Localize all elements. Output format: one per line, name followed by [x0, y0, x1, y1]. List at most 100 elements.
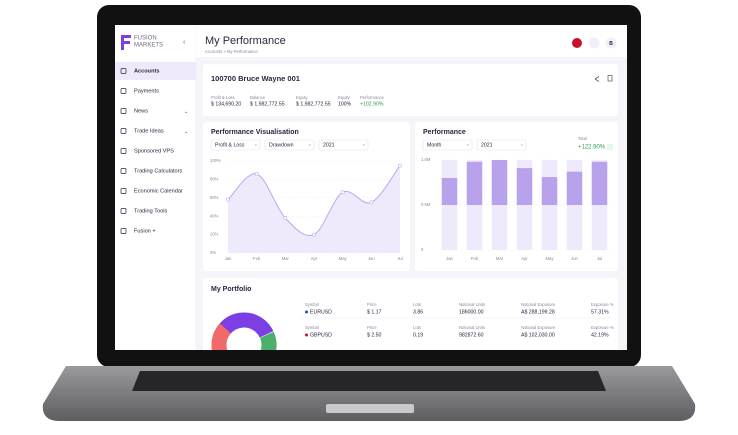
dropdown-chevron: ⌄	[254, 142, 258, 147]
x-tick-label: May	[546, 256, 555, 261]
cell: $ 2.50	[367, 332, 382, 338]
stat-value: +102.90%	[360, 101, 384, 107]
column-header: Price	[367, 302, 377, 307]
menu-chevron: ⌄	[184, 109, 188, 115]
language-flag[interactable]	[572, 38, 582, 48]
account-name: 100700 Bruce Wayne 001	[211, 74, 300, 83]
menu-item[interactable]: Trade Ideas	[134, 128, 164, 134]
menu-icon	[120, 148, 127, 154]
menu-icon	[120, 228, 127, 234]
collapse-icon[interactable]: ‹	[183, 39, 186, 46]
x-tick-label: Feb	[253, 256, 261, 261]
cell: A$ 102,030.00	[521, 332, 555, 338]
dropdown[interactable]	[210, 139, 261, 151]
y-tick-label: 0.5M	[421, 202, 431, 207]
stat-label: Profit & Loss	[211, 95, 235, 100]
y-tick-label: 60%	[210, 195, 219, 200]
x-tick-label: Jan	[446, 256, 453, 261]
x-tick-label: Jun	[368, 256, 375, 261]
dropdown[interactable]	[264, 139, 315, 151]
menu-icon	[120, 208, 127, 214]
bar	[516, 168, 533, 205]
cell: 0.19	[413, 332, 423, 338]
cell: GBPUSD	[310, 332, 332, 338]
menu-icon	[120, 68, 127, 74]
y-tick-label: 0%	[210, 250, 216, 255]
card-title: Performance	[423, 129, 466, 136]
point	[226, 197, 230, 202]
point	[312, 232, 316, 237]
x-tick-label: Apr	[311, 256, 318, 261]
menu-item[interactable]: Trading Tools	[134, 208, 167, 214]
stat-label: Performance	[360, 95, 385, 100]
dropdown[interactable]	[422, 139, 473, 151]
column-header: Notional Units	[459, 325, 485, 330]
symbol-flag	[305, 310, 308, 314]
column-header: Lots	[413, 302, 421, 307]
bar	[541, 177, 558, 205]
bar	[466, 161, 483, 205]
x-tick-label: Mar	[496, 256, 504, 261]
stat-value: $ 134,690.20	[211, 101, 241, 107]
x-tick-label: Feb	[471, 256, 479, 261]
y-tick-label: 1.0M	[421, 157, 431, 162]
column-header: Price	[367, 325, 377, 330]
column-header: Symbol	[305, 302, 319, 307]
cell: EURUSD	[310, 309, 332, 315]
breadcrumb[interactable]: Accounts > My Performance	[205, 49, 258, 54]
topbar	[196, 25, 627, 57]
menu-item[interactable]: Payments	[134, 88, 159, 94]
portfolio-donut	[211, 312, 277, 350]
total-value: +122.90%	[578, 145, 606, 151]
x-tick-label: Jan	[225, 256, 232, 261]
menu-item[interactable]: Accounts	[134, 68, 160, 74]
menu-item[interactable]: Sponsored VPS	[134, 148, 174, 154]
card-title: Performance Visualisation	[211, 129, 299, 136]
symbol-flag	[305, 333, 308, 337]
column-header: Lots	[413, 325, 421, 330]
dropdown-label: Drawdown	[269, 143, 294, 149]
dropdown-label: Month	[427, 143, 442, 149]
y-tick-label: 80%	[210, 177, 219, 182]
stat-value: 100%	[338, 101, 352, 107]
point	[283, 216, 288, 220]
dropdown-chevron: ⌄	[308, 142, 312, 147]
menu-icon	[120, 128, 127, 134]
x-tick-label: May	[339, 256, 348, 261]
cell: 3.86	[413, 309, 423, 315]
point	[369, 200, 374, 205]
notifications-icon[interactable]	[588, 37, 600, 49]
menu-item[interactable]: Economic Calendar	[134, 188, 183, 194]
menu-item[interactable]: Trading Calculators	[134, 168, 182, 174]
x-tick-label: Jun	[571, 256, 578, 261]
menu-icon	[120, 168, 127, 174]
dropdown[interactable]	[476, 139, 527, 151]
touchpad	[326, 404, 414, 413]
y-tick-label: 20%	[210, 232, 219, 237]
avatar[interactable]	[605, 37, 617, 49]
dropdown[interactable]	[318, 139, 369, 151]
stat-label: Equity	[338, 95, 351, 100]
x-tick-label: Apr	[521, 256, 528, 261]
menu-item[interactable]: Fusion +	[134, 228, 156, 234]
keyboard	[132, 371, 606, 391]
copy-icon[interactable]	[607, 75, 613, 82]
point	[254, 171, 259, 176]
y-tick-label: 100%	[210, 158, 221, 163]
screen: FUSION MARKETS ‹ My Performance Accounts…	[115, 25, 627, 350]
menu-chevron: ⌄	[184, 129, 188, 135]
active-menu-bg	[115, 62, 196, 80]
share-icon[interactable]	[594, 76, 600, 82]
stat-label: Equity	[296, 95, 309, 100]
column-header: Symbol	[305, 325, 319, 330]
menu-item[interactable]: News	[134, 108, 148, 114]
y-tick-label: 0	[421, 247, 424, 252]
cell: 42.19%	[591, 332, 609, 338]
point	[398, 163, 402, 168]
stat-value: $ 1,982,772.55	[296, 101, 331, 107]
dropdown-label: Profit & Loss	[215, 143, 245, 149]
page-title: My Performance	[205, 35, 286, 47]
cell: 186000.00	[459, 309, 484, 315]
